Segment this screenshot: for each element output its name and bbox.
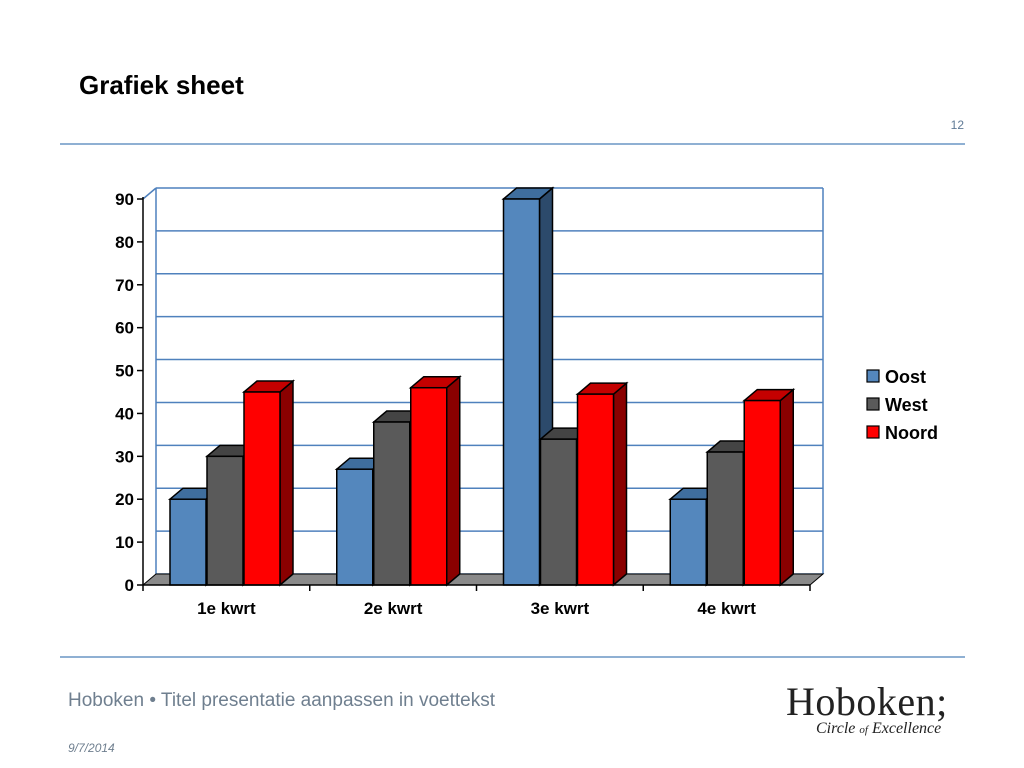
x-tick-label: 1e kwrt [197, 599, 256, 618]
bar-front [669, 498, 707, 586]
bar-noord-3 [575, 381, 629, 587]
legend-label: West [885, 395, 928, 415]
slide-title: Grafiek sheet [79, 70, 244, 100]
bar-side [612, 381, 628, 587]
bar-front [373, 421, 411, 586]
y-tick-label: 60 [115, 319, 134, 338]
bar-noord-4 [742, 387, 796, 587]
bar-front [539, 438, 578, 586]
y-tick-label: 20 [115, 490, 134, 509]
y-tick-label: 50 [115, 362, 134, 381]
bar-side [446, 375, 461, 587]
legend-swatch [866, 425, 880, 439]
hoboken-logo: Hoboken; Circle of Excellence [786, 678, 971, 748]
bar-noord-1 [241, 379, 296, 587]
bar-chart: 0 10 20 30 40 50 60 70 80 90 1e kwrt 2e kwrt 3e kwrt… [115, 186, 938, 618]
logo-wordmark: Hoboken; [786, 679, 948, 724]
legend-item-west: West [866, 395, 928, 415]
y-tick-label: 90 [115, 190, 134, 209]
y-tick-label: 10 [115, 533, 134, 552]
bar-front [243, 391, 281, 586]
bar-front [576, 393, 615, 586]
bar-front [502, 198, 541, 586]
legend-label: Noord [885, 423, 938, 443]
slide-number: 12 [950, 118, 964, 132]
bar-front [336, 468, 374, 586]
legend-item-oost: Oost [866, 367, 926, 387]
bar-front [743, 399, 781, 586]
header-divider [60, 143, 965, 145]
y-tick-label: 30 [115, 447, 134, 466]
logo-tagline: Circle of Excellence [816, 720, 942, 737]
chart-bars [167, 186, 796, 587]
chart-axes: 0 10 20 30 40 50 60 70 80 90 1e kwrt 2e kwrt 3e kwrt… [115, 190, 811, 618]
y-tick-label: 80 [115, 233, 134, 252]
bar-front [169, 498, 207, 586]
bar-side [779, 387, 794, 587]
bar-front [206, 455, 244, 586]
footer-divider [60, 656, 965, 658]
legend-swatch [866, 397, 880, 411]
legend-item-noord: Noord [866, 423, 938, 443]
y-tick-label: 40 [115, 404, 134, 423]
bar-front [410, 386, 448, 586]
y-tick-label: 0 [125, 576, 134, 595]
side-wall-top [142, 187, 157, 200]
bar-front [706, 451, 744, 586]
y-tick-label: 70 [115, 276, 134, 295]
footer-date: 9/7/2014 [68, 741, 115, 755]
legend-label: Oost [885, 367, 926, 387]
footer-text: Hoboken • Titel presentatie aanpassen in… [68, 690, 496, 711]
x-tick-label: 4e kwrt [697, 599, 756, 618]
chart-legend: Oost West Noord [866, 367, 938, 443]
bar-noord-2 [408, 375, 462, 587]
legend-swatch [866, 369, 880, 383]
x-tick-label: 3e kwrt [531, 599, 590, 618]
bar-side [279, 379, 294, 587]
x-tick-label: 2e kwrt [364, 599, 423, 618]
